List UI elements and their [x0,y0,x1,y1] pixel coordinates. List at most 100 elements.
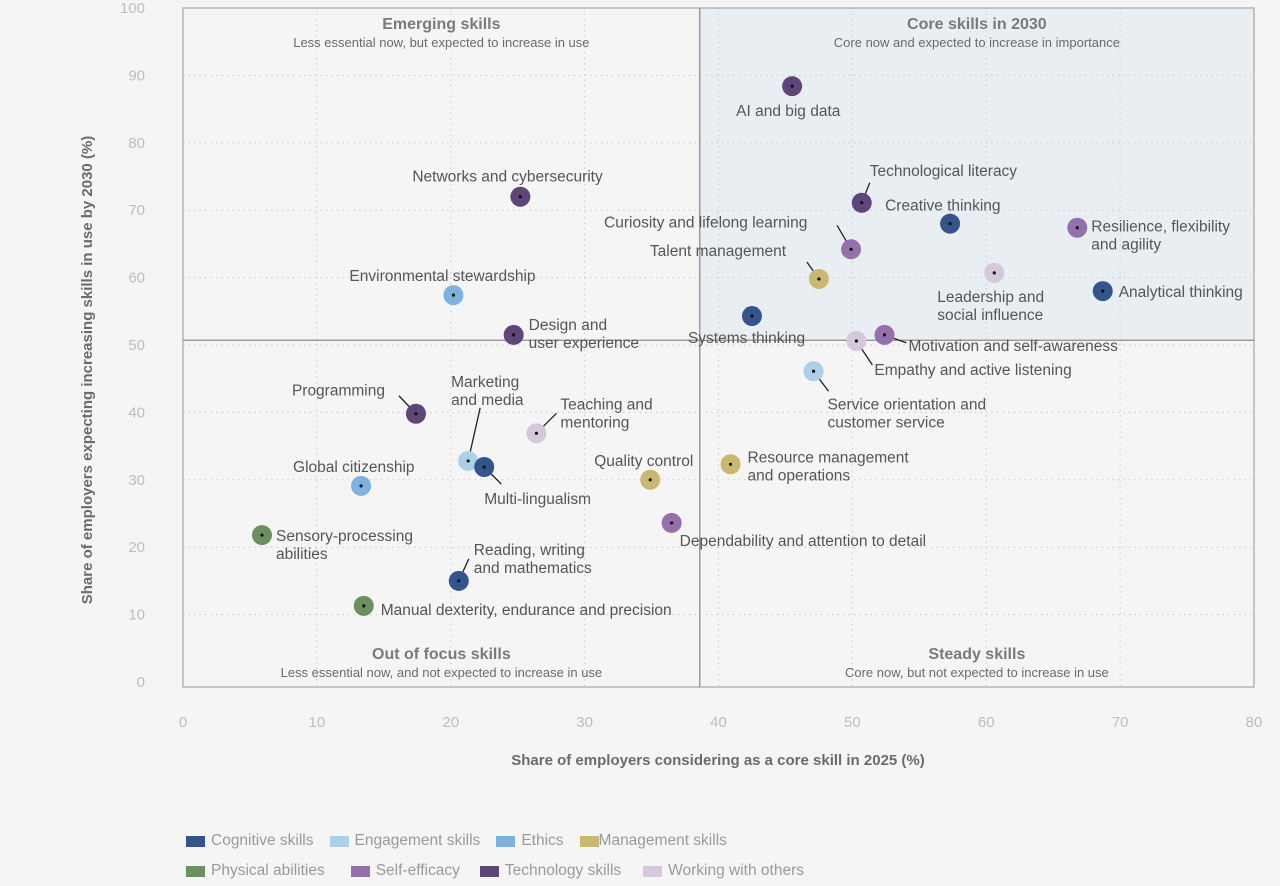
data-label-analytical-thinking: Analytical thinking [1119,284,1243,301]
data-point-center-global-citizenship [359,484,363,488]
data-point-center-analytical-thinking [1101,289,1105,293]
y-tick-label: 20 [128,539,145,556]
x-tick-label: 40 [710,714,727,731]
data-label-empathy-and-active-listening: Empathy and active listening [874,362,1071,379]
data-label-line: Design and [529,317,607,334]
legend-item-cognitive: Cognitive skills [186,832,314,850]
legend-label: Engagement skills [354,832,481,849]
data-label-motivation-and-self-awareness: Motivation and self-awareness [909,338,1119,355]
quadrant-subtitle-out-of-focus: Less essential now, and not expected to … [281,665,603,680]
y-axis-title: Share of employers expecting increasing … [79,136,96,605]
data-label-marketing-and-media: Marketing and media [451,374,524,409]
data-label-line: Creative thinking [885,198,1000,215]
legend-label: Technology skills [504,862,622,879]
quadrant-title-steady: Steady skills [928,646,1025,663]
data-label-line: Leadership and [937,289,1044,306]
legend-item-self-efficacy: Self-efficacy [350,862,460,880]
data-label-line: Dependability and attention to detail [680,533,926,550]
data-label-global-citizenship: Global citizenship [293,459,414,476]
x-axis-title: Share of employers considering as a core… [511,752,925,769]
data-label-line: and agility [1091,237,1161,254]
data-point-center-curiosity-and-lifelong-learning [849,247,853,251]
data-point-center-dependability-and-attention-to-detail [670,521,674,525]
data-label-line: Networks and cybersecurity [412,169,603,186]
y-tick-label: 90 [128,67,145,84]
legend-swatch [579,835,599,847]
quadrant-title-core: Core skills in 2030 [907,16,1047,33]
data-label-line: Empathy and active listening [874,362,1071,379]
data-label-line: Marketing [451,374,519,391]
data-label-leadership-and-social-influence: Leadership and social influence [937,289,1044,324]
data-label-line: abilities [276,546,328,563]
skills-quadrant-chart: 0 10 20 30 40 50 60 70 800102030405060708090100 … [79,0,1262,769]
data-label-line: Systems thinking [688,330,805,347]
data-label-line: and media [451,392,524,409]
data-label-line: Service orientation and [828,396,987,413]
legend-swatch [479,865,499,877]
legend-row-1: Cognitive skills Engagement skills Ethic… [186,826,946,856]
data-label-talent-management: Talent management [650,243,787,260]
data-point-center-ai-and-big-data [790,84,794,88]
y-tick-label: 10 [128,607,145,624]
y-tick-label: 40 [128,404,145,421]
legend-item-management: Management skills [579,832,727,850]
data-label-line: mentoring [560,414,629,431]
data-label-manual-dexterity-endurance-and-precision: Manual dexterity, endurance and precisio… [381,602,672,619]
data-point-center-resilience-flexibility-and-agility [1075,226,1079,230]
data-point-center-systems-thinking [750,314,754,318]
data-point-center-resource-management-and-operations [728,462,733,466]
x-tick-label: 0 [179,714,187,731]
y-tick-label: 80 [128,135,145,152]
data-point-center-manual-dexterity-endurance-and-precision [362,604,366,608]
data-point-center-sensory-processing-abilities [260,533,264,537]
x-tick-label: 60 [978,714,995,731]
data-label-multi-lingualism: Multi-lingualism [484,491,591,508]
data-label-line: Analytical thinking [1119,284,1243,301]
data-point-center-programming [414,412,418,416]
data-label-quality-control: Quality control [594,453,693,470]
quadrant-subtitle-core: Core now and expected to increase in imp… [834,35,1120,50]
legend-item-physical: Physical abilities [186,862,325,880]
quadrant-subtitle-emerging: Less essential now, but expected to incr… [293,35,589,50]
data-point-center-motivation-and-self-awareness [882,333,887,337]
x-tick-label: 10 [309,714,326,731]
y-tick-label: 100 [120,0,145,17]
legend-item-engagement: Engagement skills [329,832,481,850]
data-point-center-multi-lingualism [482,465,486,469]
data-label-line: Global citizenship [293,459,414,476]
y-tick-label: 0 [137,674,145,691]
data-point-center-environmental-stewardship [451,293,456,297]
legend-swatch [643,865,663,877]
data-label-line: Reading, writing [474,542,585,559]
data-point-center-empathy-and-active-listening [854,339,858,343]
legend: Cognitive skills Engagement skills Ethic… [186,826,946,886]
y-tick-label: 30 [128,472,145,489]
data-point-center-service-orientation-and-customer-service [811,369,816,373]
data-label-line: AI and big data [736,103,841,120]
data-point-center-creative-thinking [948,222,952,226]
data-label-line: Programming [292,383,385,400]
data-label-service-orientation-and-customer-service: Service orientation and customer service [828,396,987,431]
data-label-line: Environmental stewardship [349,268,535,285]
legend-label: Cognitive skills [211,832,314,849]
legend-label: Self-efficacy [375,862,460,879]
data-label-line: Quality control [594,453,693,470]
data-label-line: user experience [529,335,639,352]
data-label-resilience-flexibility-and-agility: Resilience, flexibility and agility [1091,219,1230,254]
data-label-teaching-and-mentoring: Teaching and mentoring [560,396,652,431]
data-label-creative-thinking: Creative thinking [885,198,1000,215]
data-label-technological-literacy: Technological literacy [870,163,1018,180]
data-point-center-networks-and-cybersecurity [518,195,522,199]
data-point-center-reading-writing-and-mathematics [457,579,461,583]
data-label-programming: Programming [292,383,385,400]
legend-label: Management skills [598,832,727,849]
legend-item-working-with-others: Working with others [643,862,804,880]
data-label-line: Sensory-processing [276,528,413,545]
data-label-curiosity-and-lifelong-learning: Curiosity and lifelong learning [604,214,807,231]
data-label-environmental-stewardship: Environmental stewardship [349,268,535,285]
data-point-center-talent-management [817,277,821,281]
data-point-center-leadership-and-social-influence [992,271,996,275]
plot-frame [182,7,1255,688]
x-tick-label: 30 [576,714,593,731]
data-label-line: customer service [828,414,945,431]
